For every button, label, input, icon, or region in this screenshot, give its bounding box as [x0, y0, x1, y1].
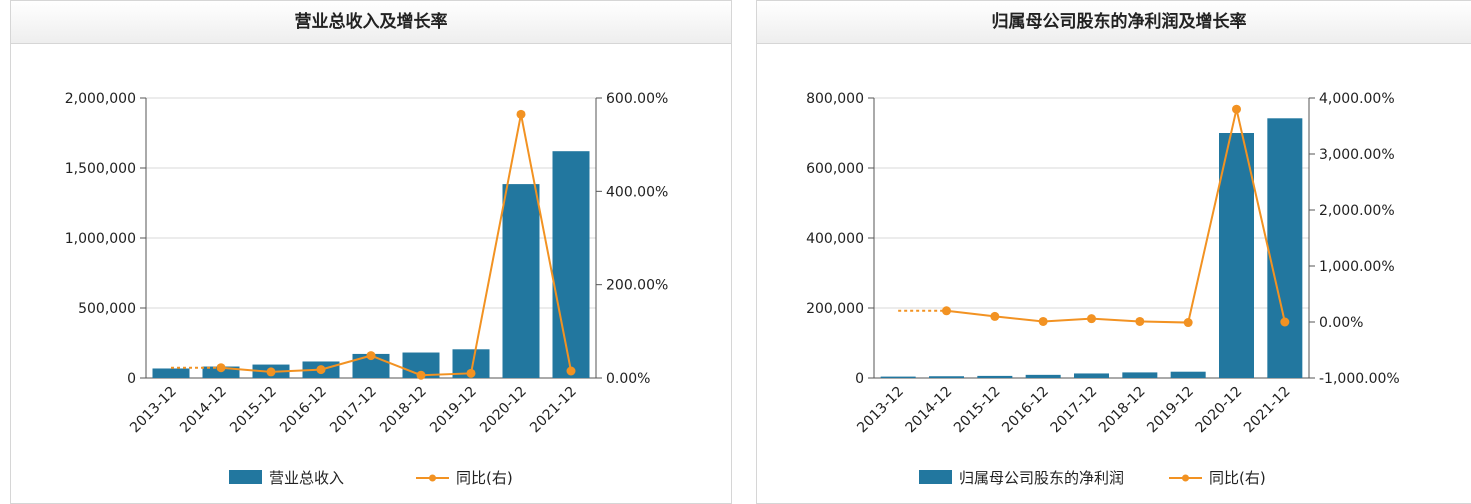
y-axis-tick-label: 0	[855, 371, 864, 387]
x-axis-tick-label: 2021-12	[527, 384, 580, 437]
y2-axis-tick-label: 4,000.00%	[1319, 91, 1395, 107]
y2-axis-tick-label: 2,000.00%	[1319, 203, 1395, 219]
growth-line	[220, 114, 572, 377]
bar	[202, 366, 240, 378]
growth-point	[466, 368, 476, 378]
y-axis-tick-label: 400,000	[806, 231, 864, 247]
growth-line	[946, 108, 1286, 324]
bar	[1122, 372, 1158, 378]
growth-point	[1183, 318, 1193, 328]
growth-point	[1280, 317, 1290, 327]
legend-line-label: 同比(右)	[1209, 469, 1266, 487]
growth-point	[266, 367, 276, 377]
x-axis-tick-label: 2019-12	[427, 384, 480, 437]
x-axis-tick-label: 2015-12	[227, 384, 280, 437]
revenue-chart-panel: 营业总收入及增长率 0 500,000 1,000,000 1,500,000 2,00…	[10, 0, 732, 504]
net-profit-chart-title: 归属母公司股东的净利润及增长率	[757, 1, 1471, 44]
x-axis-tick-label: 2013-12	[127, 384, 180, 437]
y-axis-tick-label: 600,000	[806, 161, 864, 177]
y2-axis-tick-label: 200.00%	[606, 278, 668, 294]
y2-axis-tick-label: -1,000.00%	[1319, 371, 1400, 387]
y-axis-tick-label: 0	[127, 371, 136, 387]
growth-point	[516, 109, 526, 119]
y-axis-tick-label: 1,500,000	[65, 161, 136, 177]
net-profit-chart-panel: 归属母公司股东的净利润及增长率 0 200,000 400,000 600,000 80…	[756, 0, 1471, 504]
legend-line-marker	[1182, 474, 1189, 482]
net-profit-chart: 0 200,000 400,000 600,000 800,000 -1,000.00% 0…	[806, 91, 1400, 487]
y2-axis-tick-label: 400.00%	[606, 184, 668, 200]
legend-bar-label: 营业总收入	[269, 469, 344, 487]
legend-bar-label: 归属母公司股东的净利润	[959, 469, 1124, 487]
growth-point	[566, 366, 576, 376]
revenue-chart-title: 营业总收入及增长率	[11, 1, 731, 44]
x-axis-tick-label: 2021-12	[1241, 384, 1294, 437]
x-axis-tick-label: 2014-12	[177, 384, 230, 437]
y-axis-tick-label: 800,000	[806, 91, 864, 107]
bar	[152, 368, 190, 378]
bar	[1170, 371, 1206, 378]
revenue-chart: 0 500,000 1,000,000 1,500,000 2,000,000 0.00%…	[65, 91, 669, 487]
growth-point	[316, 365, 326, 375]
x-axis-tick-label: 2017-12	[1048, 384, 1101, 437]
legend-line-marker	[429, 474, 436, 482]
y-axis-tick-label: 2,000,000	[65, 91, 136, 107]
x-axis-tick-label: 2018-12	[377, 384, 430, 437]
x-axis-tick-label: 2013-12	[854, 384, 907, 437]
y2-axis-tick-label: 0.00%	[606, 371, 650, 387]
y-axis-tick-label: 500,000	[78, 301, 136, 317]
bar	[880, 376, 916, 378]
bar	[1074, 373, 1109, 378]
growth-point	[416, 370, 426, 380]
legend-bar-swatch	[229, 470, 262, 484]
bar	[1025, 374, 1061, 378]
growth-point	[366, 351, 376, 361]
growth-point	[1087, 314, 1096, 324]
y2-axis-tick-label: 600.00%	[606, 91, 668, 107]
y2-axis-tick-label: 0.00%	[1319, 315, 1363, 331]
bar	[502, 184, 540, 378]
growth-point	[1038, 316, 1048, 326]
bar	[1267, 118, 1303, 379]
growth-point	[1135, 316, 1145, 326]
y-axis-tick-label: 200,000	[806, 301, 864, 317]
bar	[929, 376, 964, 378]
x-axis-tick-label: 2018-12	[1096, 384, 1149, 437]
x-axis-tick-label: 2019-12	[1144, 384, 1197, 437]
x-axis-tick-label: 2016-12	[999, 384, 1052, 437]
x-axis-tick-label: 2017-12	[327, 384, 380, 437]
legend-bar-swatch	[919, 470, 952, 484]
legend-line-label: 同比(右)	[456, 469, 513, 487]
bar	[977, 375, 1013, 378]
x-axis-tick-label: 2014-12	[903, 384, 956, 437]
x-axis-tick-label: 2020-12	[1193, 384, 1246, 437]
bar	[552, 151, 590, 378]
x-axis-tick-label: 2016-12	[277, 384, 330, 437]
y-axis-tick-label: 1,000,000	[65, 231, 136, 247]
growth-point	[942, 306, 951, 316]
growth-point	[1232, 104, 1241, 114]
x-axis-tick-label: 2015-12	[951, 384, 1004, 437]
growth-point	[990, 311, 1000, 321]
growth-point	[216, 363, 226, 373]
x-axis-tick-label: 2020-12	[477, 384, 530, 437]
bar	[1219, 133, 1254, 378]
y2-axis-tick-label: 1,000.00%	[1319, 259, 1395, 275]
y2-axis-tick-label: 3,000.00%	[1319, 147, 1395, 163]
